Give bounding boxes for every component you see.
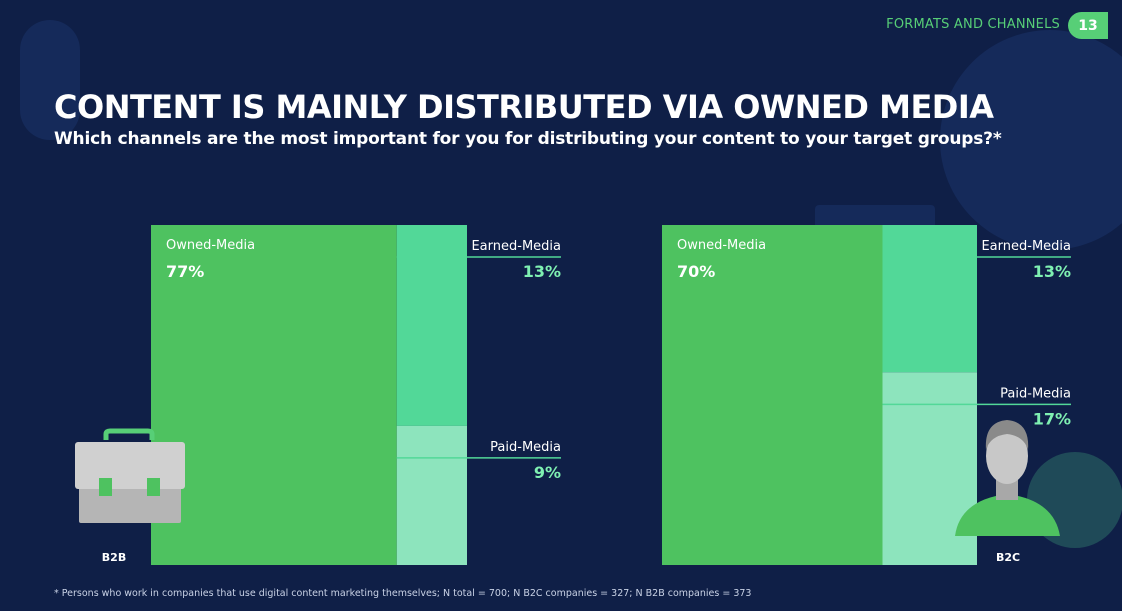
person-shirt xyxy=(955,494,1060,536)
paid-media-tile xyxy=(882,372,977,565)
earned-media-value: 13% xyxy=(523,262,561,281)
briefcase-body xyxy=(75,442,185,489)
earned-media-tile xyxy=(882,225,977,373)
owned-media-label: Owned-Media xyxy=(677,238,766,253)
page-title: CONTENT IS MAINLY DISTRIBUTED VIA OWNED … xyxy=(54,88,994,126)
briefcase-clasp-left xyxy=(99,478,112,496)
paid-media-label: Paid-Media xyxy=(490,440,561,455)
briefcase-icon xyxy=(75,428,185,523)
owned-media-value: 70% xyxy=(677,262,715,281)
paid-media-value: 9% xyxy=(534,463,561,482)
person-icon xyxy=(955,420,1060,536)
treemap-b2b: Owned-Media 77% Earned-Media 13% Paid-Media 9… xyxy=(75,225,561,565)
paid-media-tile xyxy=(396,425,467,565)
treemap-b2c: Owned-Media 70% Earned-Media 13% Paid-Media 1… xyxy=(662,225,1071,565)
paid-media-label: Paid-Media xyxy=(1000,386,1071,401)
group-label-b2c: B2C xyxy=(996,551,1020,564)
footnote: * Persons who work in companies that use… xyxy=(54,588,752,599)
person-hair xyxy=(985,420,1029,450)
person-neck xyxy=(996,478,1018,500)
page-number-badge: 13 xyxy=(1068,12,1108,39)
owned-media-tile xyxy=(151,225,397,565)
person-head xyxy=(986,428,1028,484)
group-label-b2b: B2B xyxy=(102,551,126,564)
page-subtitle: Which channels are the most important fo… xyxy=(54,129,1002,149)
earned-media-tile xyxy=(396,225,467,426)
earned-media-label: Earned-Media xyxy=(471,239,561,254)
owned-media-label: Owned-Media xyxy=(166,238,255,253)
earned-media-value: 13% xyxy=(1033,262,1071,281)
earned-media-label: Earned-Media xyxy=(981,239,1071,254)
owned-media-value: 77% xyxy=(166,262,204,281)
briefcase-handle xyxy=(103,428,155,440)
owned-media-tile xyxy=(662,225,883,565)
section-label: FORMATS AND CHANNELS xyxy=(886,17,1060,32)
paid-media-value: 17% xyxy=(1033,409,1071,428)
briefcase-clasp-right xyxy=(147,478,160,496)
